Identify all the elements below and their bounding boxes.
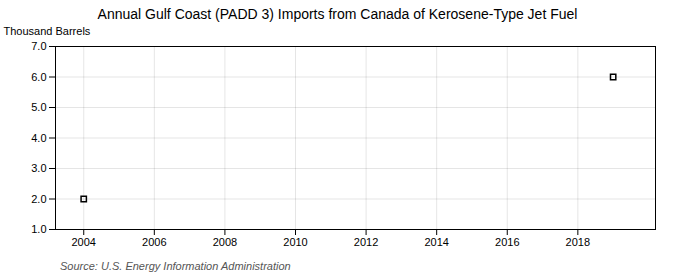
svg-text:4.0: 4.0 <box>31 132 46 144</box>
svg-text:2018: 2018 <box>566 236 590 248</box>
svg-text:2014: 2014 <box>424 236 448 248</box>
svg-text:2016: 2016 <box>495 236 519 248</box>
svg-text:7.0: 7.0 <box>31 40 46 52</box>
svg-text:6.0: 6.0 <box>31 71 46 83</box>
svg-text:2008: 2008 <box>213 236 237 248</box>
svg-text:1.0: 1.0 <box>31 223 46 235</box>
svg-text:2012: 2012 <box>354 236 378 248</box>
svg-text:2010: 2010 <box>283 236 307 248</box>
svg-text:2.0: 2.0 <box>31 193 46 205</box>
svg-text:2006: 2006 <box>142 236 166 248</box>
html-text:Source: U.S. Energy Informatio: Source: U.S. Energy Information Administ… <box>60 260 291 272</box>
svg-text:5.0: 5.0 <box>31 101 46 113</box>
svg-text:3.0: 3.0 <box>31 162 46 174</box>
svg-text:Thousand Barrels: Thousand Barrels <box>4 25 91 37</box>
html-text:Annual Gulf Coast (PADD 3) Imp: Annual Gulf Coast (PADD 3) Imports from … <box>97 6 578 22</box>
svg-text:2004: 2004 <box>71 236 95 248</box>
